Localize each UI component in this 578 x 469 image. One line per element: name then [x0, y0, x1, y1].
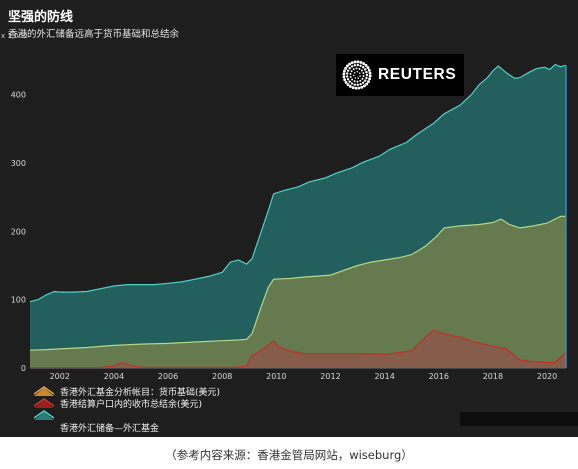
y-tick-label-300: 300 — [11, 159, 26, 168]
reuters-logo: REUTERS — [336, 54, 464, 96]
watermark — [460, 412, 578, 426]
legend-label-fx-reserves: 香港外汇储备—外汇基金 — [60, 423, 160, 434]
chart-figure: 0 100 200 300 400 2002 2004 2006 2008 2010 2012 201… — [0, 0, 578, 437]
chart-title: 坚强的防线 — [8, 10, 74, 25]
x-tick-label-2018: 2018 — [483, 372, 503, 381]
x-tick-label-2014: 2014 — [374, 372, 394, 381]
chart-legend: 香港外汇基金分析帐目：货币基础(美元) 香港结算户口内的收市总结余(美元) 香港… — [34, 385, 221, 434]
x-tick-label-2012: 2012 — [320, 372, 340, 381]
series-line-monetary-base — [29, 215, 566, 351]
series-area-aggregate-balance — [30, 330, 566, 368]
legend-label-monetary-base: 香港外汇基金分析帐目：货币基础(美元) — [60, 387, 221, 398]
reuters-logo-icon — [342, 60, 372, 90]
legend-item-aggregate-balance: 香港结算户口内的收市总结余(美元) — [34, 397, 220, 410]
legend-swatch-fx-reserves — [34, 410, 54, 420]
y-tick-label-0: 0 — [21, 364, 26, 373]
series-line-fx-reserves — [29, 63, 567, 303]
series-area-monetary-base — [30, 216, 566, 368]
y-unit-label: x 1,000 — [1, 32, 28, 40]
x-tick-label-2020: 2020 — [537, 372, 557, 381]
x-tick-label-2002: 2002 — [50, 372, 70, 381]
x-tick-label-2010: 2010 — [266, 372, 286, 381]
chart-subtitle: 香港的外汇储备远高于货币基础和总结余 — [8, 29, 180, 40]
x-tick-label-2006: 2006 — [158, 372, 178, 381]
y-tick-label-200: 200 — [11, 227, 26, 236]
chart-canvas: 0 100 200 300 400 2002 2004 2006 2008 2010 2012 201… — [11, 63, 567, 381]
legend-item-monetary-base: 香港外汇基金分析帐目：货币基础(美元) — [34, 385, 221, 398]
legend-swatch-monetary-base — [34, 386, 54, 396]
x-tick-label-2004: 2004 — [104, 372, 124, 381]
series-line-aggregate-balance — [30, 329, 567, 369]
y-tick-label-100: 100 — [11, 296, 26, 305]
legend-swatch-aggregate-balance — [34, 398, 54, 408]
source-caption: （参考内容来源：香港金管局网站，wiseburg） — [165, 448, 413, 462]
y-tick-label-400: 400 — [11, 91, 26, 100]
legend-item-fx-reserves — [34, 409, 220, 421]
x-tick-label-2016: 2016 — [429, 372, 449, 381]
reuters-logo-text: REUTERS — [378, 66, 457, 83]
legend-item-fx-reserves-label-row: 香港外汇储备—外汇基金 — [34, 421, 220, 434]
x-tick-label-2008: 2008 — [212, 372, 232, 381]
legend-label-aggregate-balance: 香港结算户口内的收市总结余(美元) — [60, 399, 203, 410]
